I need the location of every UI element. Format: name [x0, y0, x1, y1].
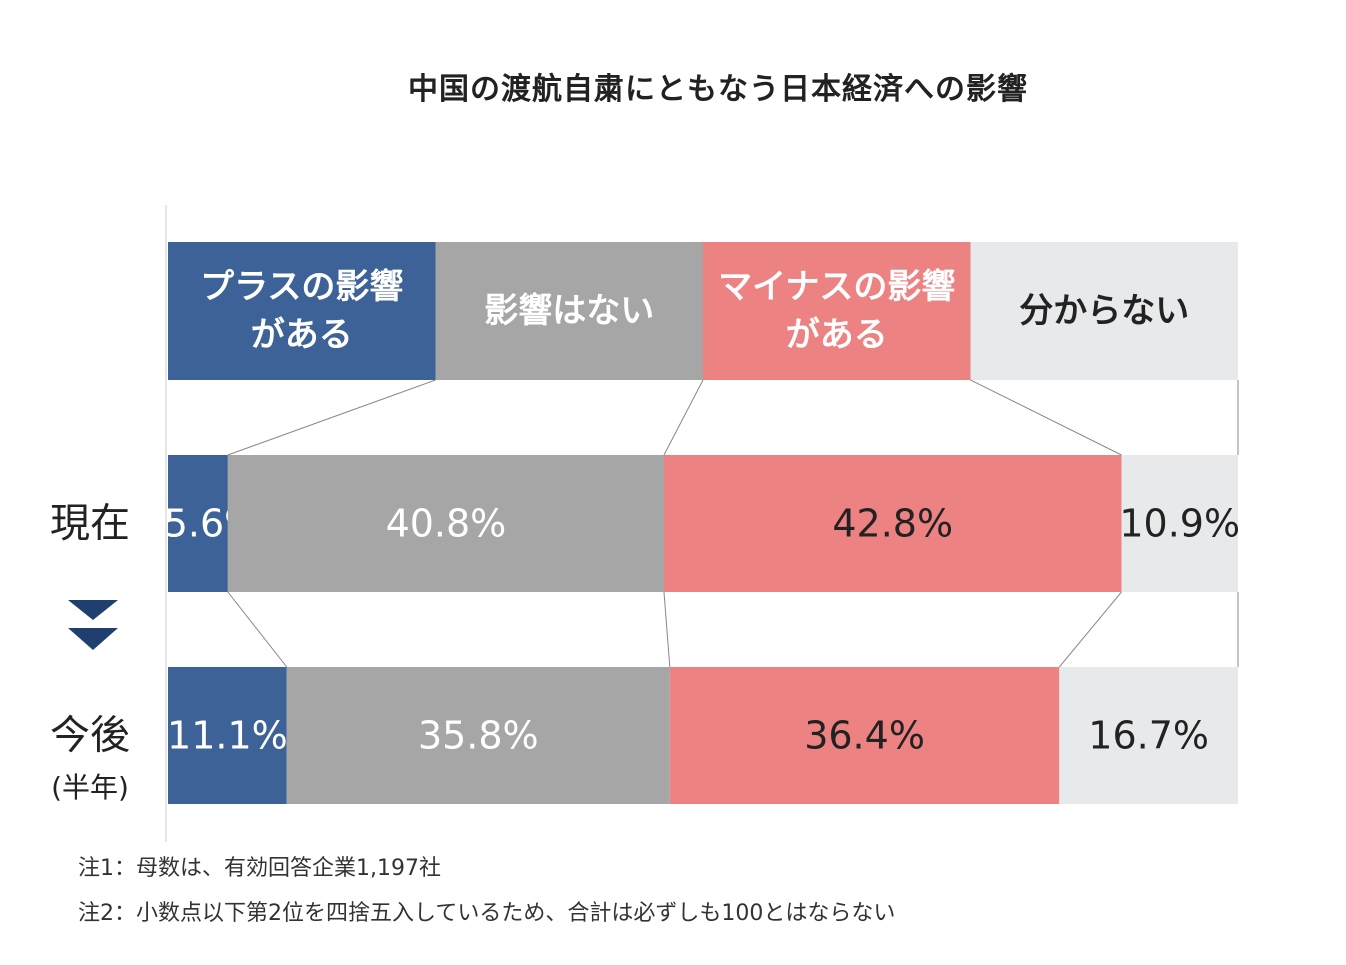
legend-box-2	[435, 242, 703, 380]
connector-legend-3	[970, 379, 1122, 456]
connector-legend-2	[663, 379, 704, 456]
value-label-row1-seg3: 42.8%	[832, 502, 953, 546]
bar-row1-seg4	[1121, 455, 1238, 592]
legend-label-3-line2: がある	[786, 315, 888, 355]
connector-legend-1	[227, 379, 436, 456]
legend-label-4: 分からない	[1019, 291, 1189, 331]
note-2: 注2：小数点以下第2位を四捨五入しているため、合計は必ずしも100とはならない	[78, 901, 896, 926]
connector-rows-3	[1058, 591, 1122, 668]
bar-row2-seg2	[286, 667, 670, 804]
down-arrow-icon-top	[68, 600, 118, 620]
legend-label-1-line2: がある	[251, 315, 353, 355]
connector-rows-2	[663, 591, 671, 668]
value-label-row1-seg2: 40.8%	[386, 502, 507, 546]
bar-row2-seg3	[669, 667, 1060, 804]
note-1: 注1：母数は、有効回答企業1,197社	[78, 856, 441, 881]
legend-box-3	[703, 242, 971, 380]
row-label-2: 今後	[50, 713, 130, 759]
value-label-row1-seg4: 10.9%	[1119, 502, 1240, 546]
bar-row1-seg2	[227, 455, 664, 592]
row-label-1: 現在	[50, 501, 130, 547]
value-label-row2-seg1: 11.1%	[167, 714, 288, 758]
bar-row2-seg4	[1059, 667, 1238, 804]
row-sublabel-2: (半年)	[51, 771, 129, 804]
legend-box-4	[970, 242, 1238, 380]
down-arrow-icon-bottom	[68, 628, 118, 650]
legend-label-3-line1: マイナスの影響	[718, 267, 955, 307]
chart-title: 中国の渡航自粛にともなう日本経済への影響	[408, 72, 1028, 107]
legend-box-1	[168, 242, 436, 380]
bar-row1-seg1	[168, 455, 228, 592]
bar-row2-seg1	[168, 667, 287, 804]
legend-label-2: 影響はない	[484, 291, 654, 331]
value-label-row2-seg4: 16.7%	[1088, 714, 1209, 758]
legend-label-1-line1: プラスの影響	[200, 267, 403, 307]
connector-rows-1	[227, 591, 288, 668]
bar-row1-seg3	[663, 455, 1122, 592]
value-label-row2-seg3: 36.4%	[804, 714, 925, 758]
value-label-row2-seg2: 35.8%	[418, 714, 539, 758]
